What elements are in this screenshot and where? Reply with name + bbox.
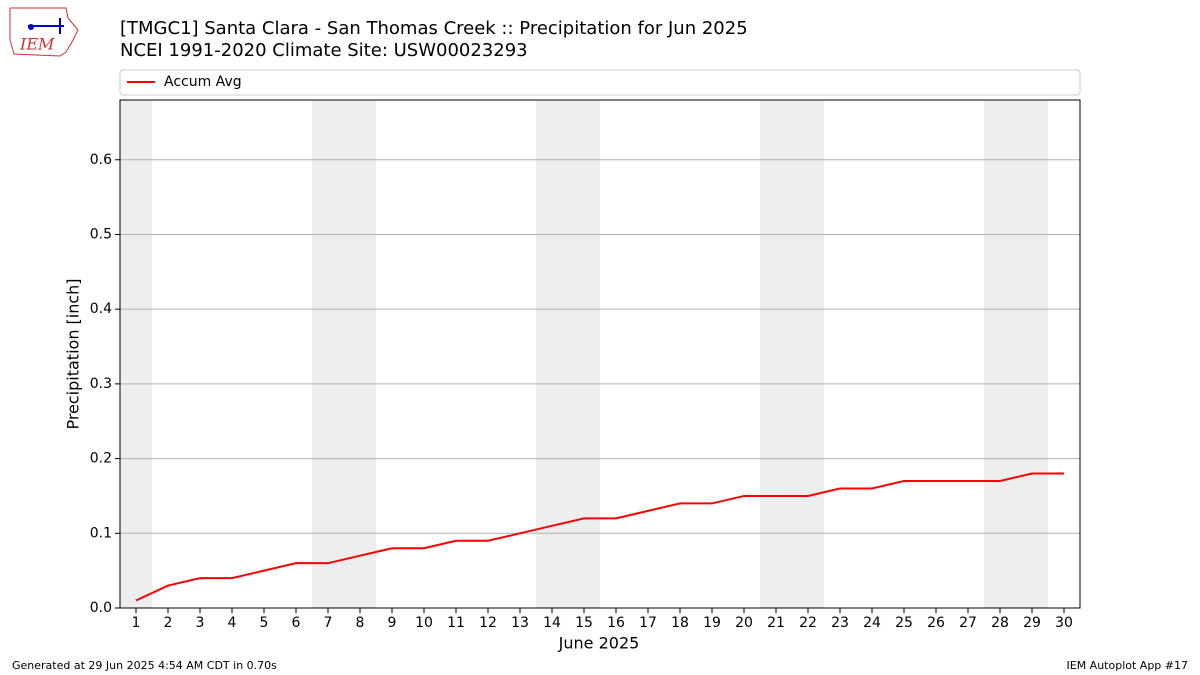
x-tick-label: 4 — [228, 615, 237, 631]
x-tick-label: 2 — [164, 615, 173, 631]
weekend-shade — [536, 100, 600, 608]
legend-label: Accum Avg — [164, 74, 242, 90]
y-tick-label: 0.0 — [90, 600, 112, 616]
x-tick-label: 7 — [324, 615, 333, 631]
x-tick-label: 21 — [767, 615, 785, 631]
x-tick-label: 28 — [991, 615, 1009, 631]
footer-right: IEM Autoplot App #17 — [1067, 659, 1189, 672]
x-tick-label: 24 — [863, 615, 881, 631]
x-tick-label: 30 — [1055, 615, 1073, 631]
x-tick-label: 27 — [959, 615, 977, 631]
x-tick-label: 11 — [447, 615, 465, 631]
y-tick-label: 0.1 — [90, 525, 112, 541]
chart-subtitle: NCEI 1991-2020 Climate Site: USW00023293 — [120, 40, 528, 61]
data-line — [135, 472, 1064, 602]
x-tick-label: 1 — [132, 615, 141, 631]
x-tick-label: 26 — [927, 615, 945, 631]
y-tick-label: 0.2 — [90, 451, 112, 467]
logo-text: IEM — [19, 35, 55, 54]
weekend-shade — [312, 100, 376, 608]
x-axis-label: June 2025 — [558, 634, 640, 653]
y-tick-label: 0.5 — [90, 226, 112, 242]
footer-left: Generated at 29 Jun 2025 4:54 AM CDT in … — [12, 659, 277, 672]
y-axis-label: Precipitation [inch] — [64, 278, 83, 429]
x-tick-label: 29 — [1023, 615, 1041, 631]
x-tick-label: 18 — [671, 615, 689, 631]
x-tick-label: 3 — [196, 615, 205, 631]
legend-box — [119, 69, 1081, 96]
weekend-shade — [120, 100, 152, 608]
x-tick-label: 19 — [703, 615, 721, 631]
y-tick-label: 0.3 — [90, 376, 112, 392]
x-tick-label: 14 — [543, 615, 561, 631]
x-tick-label: 17 — [639, 615, 657, 631]
x-tick-label: 12 — [479, 615, 497, 631]
x-tick-label: 25 — [895, 615, 913, 631]
plot-frame — [119, 99, 1081, 609]
x-tick-label: 13 — [511, 615, 529, 631]
x-tick-label: 16 — [607, 615, 625, 631]
x-tick-label: 22 — [799, 615, 817, 631]
y-tick-label: 0.4 — [90, 301, 112, 317]
x-tick-label: 6 — [292, 615, 301, 631]
x-tick-label: 8 — [356, 615, 365, 631]
x-tick-label: 23 — [831, 615, 849, 631]
x-tick-label: 9 — [388, 615, 397, 631]
x-tick-label: 15 — [575, 615, 593, 631]
x-tick-label: 20 — [735, 615, 753, 631]
y-tick-label: 0.6 — [90, 152, 112, 168]
logo: IEM — [9, 7, 79, 57]
weekend-shade — [984, 100, 1048, 608]
x-tick-label: 5 — [260, 615, 269, 631]
x-tick-label: 10 — [415, 615, 433, 631]
chart-title: [TMGC1] Santa Clara - San Thomas Creek :… — [120, 18, 748, 39]
weekend-shade — [760, 100, 824, 608]
